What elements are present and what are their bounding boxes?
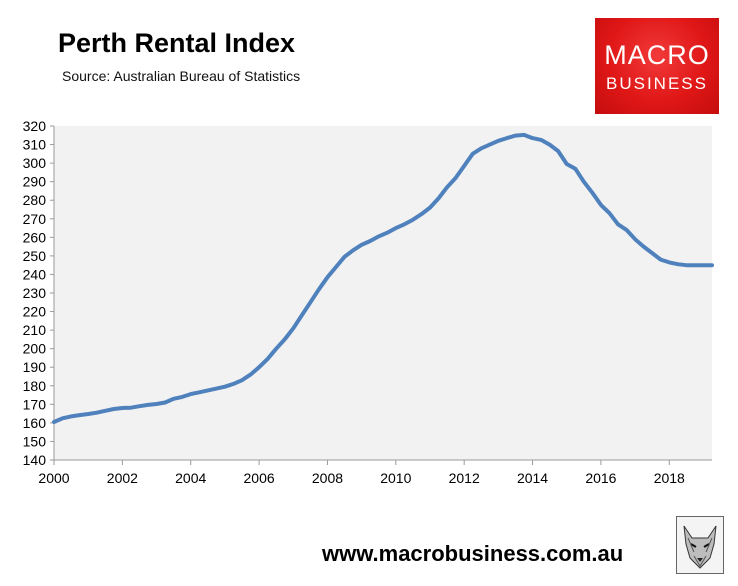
x-tick-label: 2008: [312, 470, 343, 486]
y-tick-label: 150: [23, 433, 47, 449]
y-tick-label: 240: [23, 266, 47, 282]
series-line: [52, 132, 714, 424]
y-tick-label: 300: [23, 155, 47, 171]
chart-title: Perth Rental Index: [58, 28, 296, 58]
y-tick-label: 270: [23, 211, 47, 227]
x-tick-label: 2010: [380, 470, 411, 486]
y-tick-label: 200: [23, 341, 47, 357]
footer-url: www.macrobusiness.com.au: [322, 541, 624, 566]
x-tick-label: 2002: [107, 470, 138, 486]
logo-line-1: MACRO: [604, 40, 710, 70]
x-tick-label: 2018: [654, 470, 685, 486]
x-tick-label: 2004: [175, 470, 206, 486]
y-tick-label: 180: [23, 378, 47, 394]
y-tick-label: 280: [23, 192, 47, 208]
x-tick-label: 2014: [517, 470, 548, 486]
plot-area: [54, 126, 712, 460]
y-tick-label: 170: [23, 396, 47, 412]
y-tick-label: 260: [23, 229, 47, 245]
y-tick-label: 310: [23, 137, 47, 153]
y-tick-label: 160: [23, 415, 47, 431]
chart-subtitle: Source: Australian Bureau of Statistics: [62, 68, 301, 84]
x-tick-label: 2000: [38, 470, 69, 486]
macrobusiness-logo: MACRO BUSINESS: [595, 18, 719, 114]
y-tick-label: 210: [23, 322, 47, 338]
logo-line-2: BUSINESS: [606, 74, 708, 93]
x-tick-label: 2016: [585, 470, 616, 486]
wolf-logo-icon: [676, 516, 724, 574]
y-tick-label: 230: [23, 285, 47, 301]
y-tick-label: 320: [23, 118, 47, 134]
x-tick-label: 2012: [449, 470, 480, 486]
y-tick-label: 220: [23, 304, 47, 320]
y-tick-label: 250: [23, 248, 47, 264]
y-tick-label: 190: [23, 359, 47, 375]
x-tick-label: 2006: [244, 470, 275, 486]
y-tick-label: 140: [23, 452, 47, 468]
y-tick-label: 290: [23, 174, 47, 190]
